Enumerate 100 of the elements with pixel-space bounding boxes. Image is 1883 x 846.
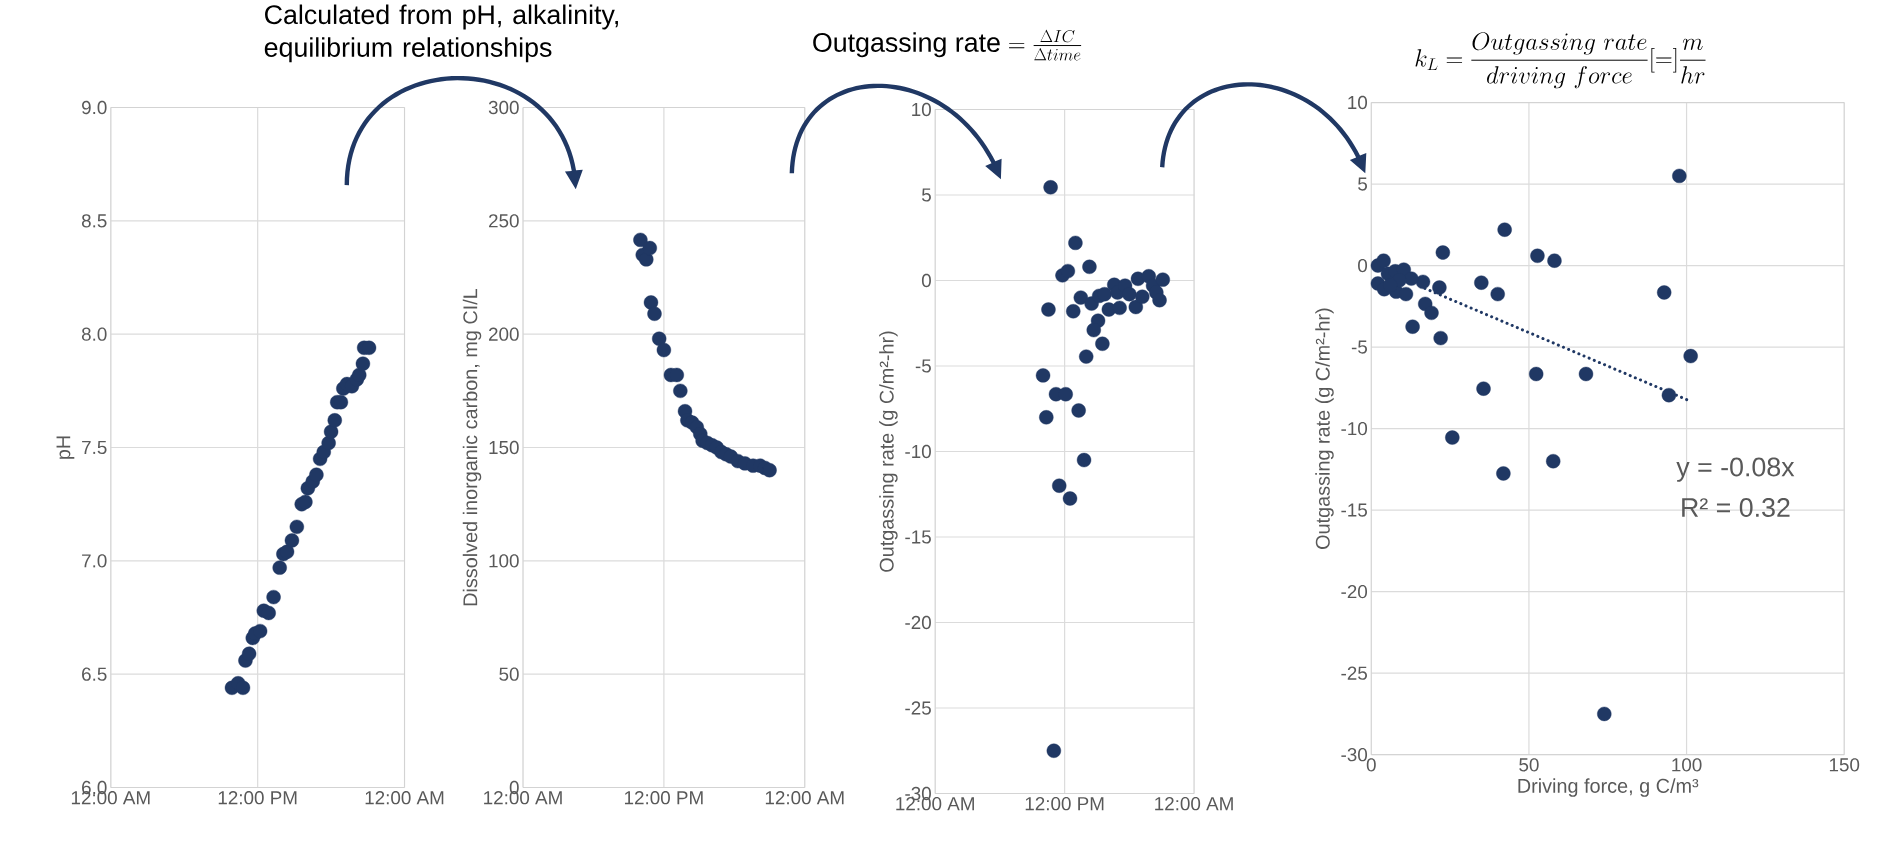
y-tick-label: 8.0 xyxy=(81,327,107,341)
point xyxy=(1066,303,1081,319)
y-axis-title: Outgassing rate (g C/m²-hr) xyxy=(1315,308,1334,549)
y-tick-label: -25 xyxy=(905,701,931,715)
y-tick-label: -5 xyxy=(1351,340,1367,354)
point xyxy=(327,413,342,428)
point xyxy=(1474,275,1489,290)
point xyxy=(633,232,648,247)
point xyxy=(1530,248,1545,263)
point xyxy=(1043,180,1058,195)
y-axis-title: Dissolved inorganic carbon, mg CI/L xyxy=(462,288,482,606)
y-tick-label: 5 xyxy=(1358,177,1367,191)
point xyxy=(1097,286,1112,302)
point xyxy=(1095,336,1110,351)
point xyxy=(1657,285,1672,300)
x-tick-label: 150 xyxy=(1829,758,1860,772)
point xyxy=(1068,235,1083,250)
point xyxy=(1122,286,1137,302)
point xyxy=(656,342,672,358)
point xyxy=(1497,222,1512,237)
point xyxy=(647,306,662,321)
point xyxy=(1076,452,1092,468)
point xyxy=(1155,272,1170,287)
point xyxy=(323,424,339,439)
point xyxy=(298,494,313,509)
point xyxy=(1046,743,1062,758)
point xyxy=(1376,253,1391,268)
y-tick-label: 0 xyxy=(921,273,931,288)
y-axis-title: Outgassing rate (g C/m²-hr) xyxy=(879,331,898,572)
point xyxy=(266,589,281,605)
point xyxy=(1433,330,1448,346)
x-axis-title: Driving force, g C/m³ xyxy=(1518,778,1699,797)
x-tick-label: 12:00 PM xyxy=(1025,796,1104,811)
y-tick-label: 5 xyxy=(921,188,931,202)
point xyxy=(643,295,659,310)
point xyxy=(1578,366,1594,382)
y-tick-label: 100 xyxy=(489,554,519,568)
point xyxy=(1079,349,1094,364)
point xyxy=(261,605,276,621)
y-tick-label: 10 xyxy=(912,102,931,117)
point xyxy=(1672,168,1687,183)
point xyxy=(1060,263,1076,279)
x-tick-label: 12:00 PM xyxy=(218,790,297,805)
point xyxy=(673,383,688,398)
x-tick-label: 12:00 AM xyxy=(365,790,444,805)
point xyxy=(1597,706,1612,721)
y-tick-label: 250 xyxy=(489,214,519,228)
y-tick-label: 0 xyxy=(1358,258,1368,273)
point xyxy=(762,462,777,478)
point xyxy=(252,623,268,639)
y-tick-label: -30 xyxy=(1341,747,1368,762)
point xyxy=(1405,319,1420,334)
y-tick-label: -15 xyxy=(1341,503,1367,517)
x-tick-label: 12:00 PM xyxy=(624,790,703,805)
chart-title: $k_L = \frac{Outgassing\ rate}{driving\ force} [=] \frac{m}{hr}$ xyxy=(1415,32,1706,89)
y-tick-label: 9.0 xyxy=(82,100,107,115)
point xyxy=(235,680,251,695)
point xyxy=(289,519,305,534)
x-tick-label: 100 xyxy=(1672,758,1702,772)
point xyxy=(1490,286,1505,302)
point xyxy=(1435,245,1451,260)
point xyxy=(1496,466,1511,481)
y-tick-label: 6.5 xyxy=(82,667,107,681)
y-tick-label: -25 xyxy=(1341,666,1367,680)
y-axis-title: pH xyxy=(56,436,75,459)
y-tick-label: 7.5 xyxy=(82,440,107,454)
point xyxy=(1424,305,1439,320)
y-tick-label: 300 xyxy=(488,100,519,115)
y-tick-label: -5 xyxy=(915,359,931,373)
y-tick-label: -10 xyxy=(1341,421,1368,436)
point xyxy=(1035,368,1051,383)
point xyxy=(652,331,667,346)
point xyxy=(241,646,257,661)
point xyxy=(1058,386,1073,402)
chart-title: $\text{Outgassing rate} = \tfrac{\Delta IC}{\Delta time}$ xyxy=(813,29,1082,61)
point xyxy=(352,367,367,383)
point xyxy=(1071,403,1086,418)
x-tick-label: 50 xyxy=(1519,758,1539,772)
y-tick-label: -10 xyxy=(905,444,931,459)
point xyxy=(309,467,324,482)
point xyxy=(1476,381,1491,396)
annotation: R² = 0.32 xyxy=(1682,497,1790,517)
point xyxy=(642,240,657,256)
point xyxy=(279,544,295,559)
point xyxy=(1135,289,1150,304)
annotation: y = -0.08x xyxy=(1676,457,1795,482)
point xyxy=(1086,322,1101,338)
point xyxy=(1128,299,1143,315)
y-tick-label: 150 xyxy=(489,440,519,455)
point xyxy=(1547,253,1562,268)
point xyxy=(1415,274,1431,289)
point xyxy=(1398,286,1414,302)
point xyxy=(1082,259,1097,274)
point xyxy=(1529,366,1544,382)
y-tick-label: 200 xyxy=(489,327,519,341)
point xyxy=(272,560,287,575)
y-tick-label: 8.5 xyxy=(81,214,107,228)
point xyxy=(1546,453,1561,469)
point xyxy=(1039,410,1054,425)
point xyxy=(1152,292,1167,308)
